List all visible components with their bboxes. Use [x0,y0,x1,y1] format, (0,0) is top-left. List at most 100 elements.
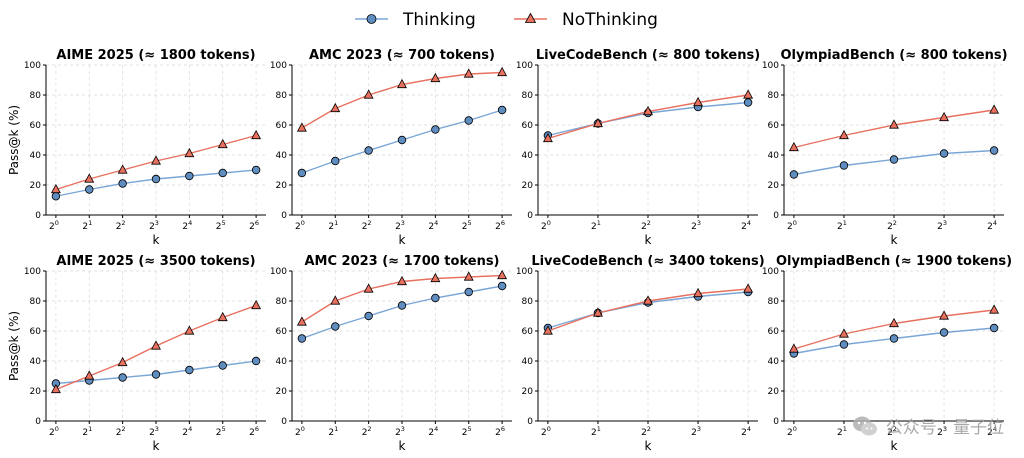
data-point-thinking [431,125,440,134]
x-tick-label: 24 [987,425,997,438]
x-axis-label: k [645,439,652,453]
data-point-nothinking [50,183,61,194]
y-tick-label: 40 [30,151,42,161]
y-tick-label: 20 [768,181,780,191]
y-tick-label: 80 [30,91,42,101]
y-tick-label: 0 [35,417,41,427]
data-point-thinking [939,328,949,337]
y-tick-label: 0 [281,211,287,221]
x-tick-label: 24 [428,219,438,232]
y-tick-label: 80 [768,297,780,307]
data-point-nothinking [463,271,474,281]
y-tick-label: 0 [773,417,779,427]
x-tick-label: 22 [116,219,126,232]
legend-thinking-label: Thinking [402,10,476,30]
data-point-nothinking [84,370,95,380]
x-axis-label: k [399,439,406,453]
data-point-nothinking [838,129,849,140]
x-tick-label: 22 [362,219,372,232]
legend-nothinking-label: NoThinking [562,10,658,30]
chart-title: OlympiadBench (≈ 800 tokens) [780,48,1007,63]
data-point-thinking [331,322,340,331]
legend: Thinking NoThinking [355,10,658,30]
x-tick-label: 21 [837,425,847,438]
chart-panel-2: AMC 2023 (≈ 700 tokens) 0 20 40 60 80 100 20 21 2… [270,48,512,247]
y-tick-label: 80 [30,297,42,307]
data-point-nothinking [743,283,754,293]
data-point-thinking [397,135,407,145]
x-tick-label: 20 [541,219,551,232]
data-point-nothinking [184,325,195,335]
chart-title: AIME 2025 (≈ 3500 tokens) [56,254,255,269]
y-tick-label: 60 [276,327,288,337]
legend-nothinking-marker [524,12,537,23]
x-tick-label: 20 [787,425,797,438]
data-point-thinking [989,323,999,333]
x-axis-label: k [153,233,160,247]
data-point-nothinking [889,119,899,129]
legend-thinking-marker [366,14,377,24]
x-tick-label: 23 [149,219,159,232]
data-point-thinking [297,168,307,178]
data-point-nothinking [330,295,341,305]
x-tick-label: 20 [295,425,305,438]
x-axis-label: k [153,439,160,453]
data-point-nothinking [330,102,341,113]
y-tick-label: 100 [270,267,287,277]
x-tick-label: 24 [987,219,997,232]
x-tick-label: 26 [249,425,259,438]
x-tick-label: 23 [395,425,405,438]
y-tick-label: 100 [516,61,533,71]
y-tick-label: 0 [281,417,287,427]
y-tick-label: 0 [773,211,779,221]
y-tick-label: 20 [30,181,42,191]
data-point-nothinking [117,356,128,367]
x-tick-label: 20 [541,425,551,438]
y-tick-label: 0 [527,417,533,427]
y-tick-label: 60 [522,327,534,337]
x-tick-label: 20 [295,219,305,232]
data-point-thinking [464,287,473,297]
data-point-nothinking [397,78,407,89]
x-tick-label: 21 [328,425,338,438]
y-tick-label: 60 [522,121,534,131]
data-point-nothinking [217,311,228,322]
y-tick-label: 100 [516,267,533,277]
y-tick-label: 40 [768,357,780,367]
x-tick-label: 22 [887,425,897,438]
chart-panel-1: AIME 2025 (≈ 1800 tokens) 0 20 40 60 80 100 20 2… [7,48,266,247]
chart-panel-5: AIME 2025 (≈ 3500 tokens) 0 20 40 60 80 100 20 2… [7,254,266,453]
x-tick-label: 23 [691,219,701,232]
x-tick-label: 20 [787,219,797,232]
x-axis-label: k [645,233,652,247]
y-axis-label: Pass@k (%) [7,105,21,175]
data-point-nothinking [363,89,374,99]
data-point-nothinking [592,307,603,317]
data-point-thinking [364,146,373,155]
data-point-nothinking [251,299,262,310]
data-point-thinking [297,334,307,343]
data-point-thinking [51,192,61,201]
data-point-nothinking [463,68,474,78]
y-tick-label: 60 [768,327,780,337]
x-tick-label: 20 [49,425,59,438]
y-tick-label: 20 [522,387,534,397]
data-point-nothinking [939,111,950,122]
y-tick-label: 40 [276,357,288,367]
x-tick-label: 25 [462,425,472,438]
y-tick-label: 20 [276,181,288,191]
y-tick-label: 80 [276,91,288,101]
chart-title: AMC 2023 (≈ 1700 tokens) [304,254,499,269]
data-point-thinking [218,361,227,370]
x-tick-label: 22 [641,425,651,438]
data-point-thinking [118,179,127,188]
y-tick-label: 40 [276,151,288,161]
y-tick-label: 40 [522,151,534,161]
data-point-nothinking [838,328,849,338]
x-tick-label: 23 [691,425,701,438]
y-tick-label: 20 [276,387,288,397]
y-tick-label: 0 [527,211,533,221]
data-point-thinking [118,373,127,382]
data-point-nothinking [50,383,61,394]
x-tick-label: 22 [641,219,651,232]
